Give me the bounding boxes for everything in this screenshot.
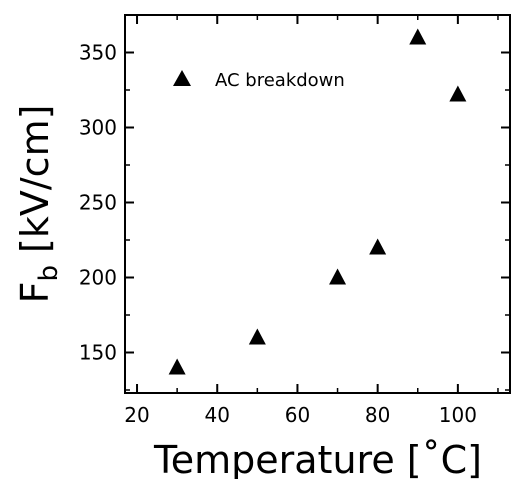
x-axis-title: Temperature [˚C] <box>153 438 482 479</box>
data-point-triangle <box>168 358 186 375</box>
y-axis-title-subscript: b <box>34 265 64 282</box>
legend-label: AC breakdown <box>215 70 345 91</box>
x-tick-label: 60 <box>285 403 310 427</box>
x-tick-label: 80 <box>365 403 390 427</box>
y-tick-label: 200 <box>79 266 117 290</box>
y-axis-title-main: F <box>13 282 57 304</box>
data-point-triangle <box>329 268 347 285</box>
data-point-triangle <box>369 238 387 255</box>
data-point-triangle <box>248 328 266 345</box>
y-axis-title-unit: [kV/cm] <box>13 105 57 265</box>
x-axis-ticks: 20 40 60 80 100 <box>124 15 499 427</box>
y-axis-ticks: 150 200 250 300 350 <box>79 41 510 391</box>
x-tick-label: 100 <box>439 403 477 427</box>
legend-marker-icon <box>173 70 191 86</box>
y-tick-label: 300 <box>79 116 117 140</box>
legend: AC breakdown <box>173 70 345 91</box>
data-markers <box>168 28 467 375</box>
data-point-triangle <box>409 28 427 45</box>
y-tick-label: 350 <box>79 41 117 65</box>
x-tick-label: 20 <box>124 403 149 427</box>
y-tick-label: 250 <box>79 191 117 215</box>
x-tick-label: 40 <box>205 403 230 427</box>
data-point-triangle <box>449 85 467 102</box>
plot-frame <box>124 14 511 394</box>
y-axis-title: Fb [kV/cm] <box>13 105 64 304</box>
y-tick-label: 150 <box>79 341 117 365</box>
